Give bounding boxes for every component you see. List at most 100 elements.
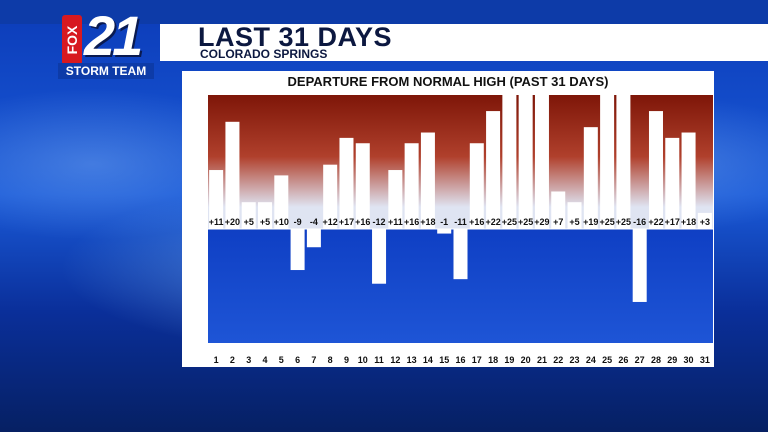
bar-day-18 [486,111,501,229]
bar-day-24 [583,127,598,229]
value-label: +7 [553,217,563,227]
page-subtitle: COLORADO SPRINGS [200,47,328,61]
day-tick-label: 6 [295,355,300,365]
day-tick-label: 21 [537,355,547,365]
value-label: -9 [294,217,302,227]
value-label: -12 [373,217,386,227]
day-tick-label: 10 [358,355,368,365]
day-tick-label: 7 [311,355,316,365]
bar-day-2 [225,121,240,229]
value-label: -1 [440,217,448,227]
page-title: LAST 31 DAYS [198,22,393,52]
chart-title: DEPARTURE FROM NORMAL HIGH (PAST 31 DAYS… [287,74,609,89]
day-tick-label: 16 [455,355,465,365]
value-label: +16 [404,217,419,227]
bar-day-8 [323,164,338,229]
bar-day-4 [258,202,273,229]
value-label: +29 [534,217,549,227]
value-label: +22 [485,217,500,227]
bar-day-7 [306,229,321,248]
value-label: +17 [339,217,354,227]
day-tick-label: 14 [423,355,433,365]
value-label: +25 [502,217,517,227]
value-label: -4 [310,217,318,227]
bar-day-6 [290,229,305,271]
bar-day-13 [404,143,419,229]
day-tick-label: 8 [328,355,333,365]
value-label: +19 [583,217,598,227]
bar-day-14 [420,132,435,229]
channel-number-logo: 21 [84,4,143,67]
day-tick-label: 9 [344,355,349,365]
day-tick-label: 28 [651,355,661,365]
bar-day-25 [600,95,615,229]
day-tick-label: 15 [439,355,449,365]
day-tick-label: 4 [263,355,268,365]
day-tick-label: 30 [684,355,694,365]
value-label: +18 [681,217,696,227]
value-label: +5 [569,217,579,227]
value-label: +25 [616,217,631,227]
bar-day-29 [665,137,680,229]
day-tick-label: 22 [553,355,563,365]
day-tick-label: 26 [618,355,628,365]
bar-day-30 [681,132,696,229]
bar-day-19 [502,95,517,229]
below-normal-axis-label: BELOW NORMAL [192,244,203,328]
bar-day-21 [534,95,549,229]
value-label: +25 [599,217,614,227]
bar-day-11 [372,229,387,284]
bar-day-5 [274,175,289,229]
day-tick-label: 19 [504,355,514,365]
day-tick-label: 13 [407,355,417,365]
bar-day-16 [453,229,468,280]
value-label: +16 [469,217,484,227]
bar-day-27 [632,229,647,302]
value-label: +12 [323,217,338,227]
value-label: +11 [388,217,403,227]
day-tick-label: 12 [390,355,400,365]
day-tick-label: 24 [586,355,596,365]
bar-day-23 [567,202,582,229]
bar-day-3 [241,202,256,229]
day-tick-label: 3 [246,355,251,365]
day-tick-label: 25 [602,355,612,365]
value-label: +22 [648,217,663,227]
bar-day-12 [388,170,403,229]
day-tick-label: 20 [521,355,531,365]
day-tick-label: 5 [279,355,284,365]
bar-day-9 [339,137,354,229]
day-tick-label: 18 [488,355,498,365]
value-label: +25 [518,217,533,227]
value-label: -11 [454,217,467,227]
bar-day-22 [551,191,566,229]
value-label: +18 [420,217,435,227]
day-tick-label: 31 [700,355,710,365]
value-label: +20 [225,217,240,227]
above-normal-axis-label: ABOVE NORMAL [192,121,203,203]
value-label: +3 [700,217,710,227]
title-bar [160,24,768,61]
bar-day-15 [437,229,452,234]
value-label: +5 [244,217,254,227]
day-tick-label: 2 [230,355,235,365]
value-label: +16 [355,217,370,227]
bar-day-1 [209,170,224,229]
value-label: -16 [633,217,646,227]
top-bar [0,0,768,24]
bar-day-28 [648,111,663,229]
storm-team-label: STORM TEAM [58,63,154,79]
value-label: +5 [260,217,270,227]
bar-day-10 [355,143,370,229]
value-label: +10 [274,217,289,227]
day-tick-label: 23 [570,355,580,365]
day-tick-label: 1 [214,355,219,365]
bar-day-20 [518,95,533,229]
fox-logo: FOX [62,15,82,65]
bar-day-31 [697,212,712,229]
bar-day-26 [616,95,631,229]
value-label: +11 [209,217,224,227]
value-label: +17 [665,217,680,227]
day-tick-label: 11 [374,355,384,365]
